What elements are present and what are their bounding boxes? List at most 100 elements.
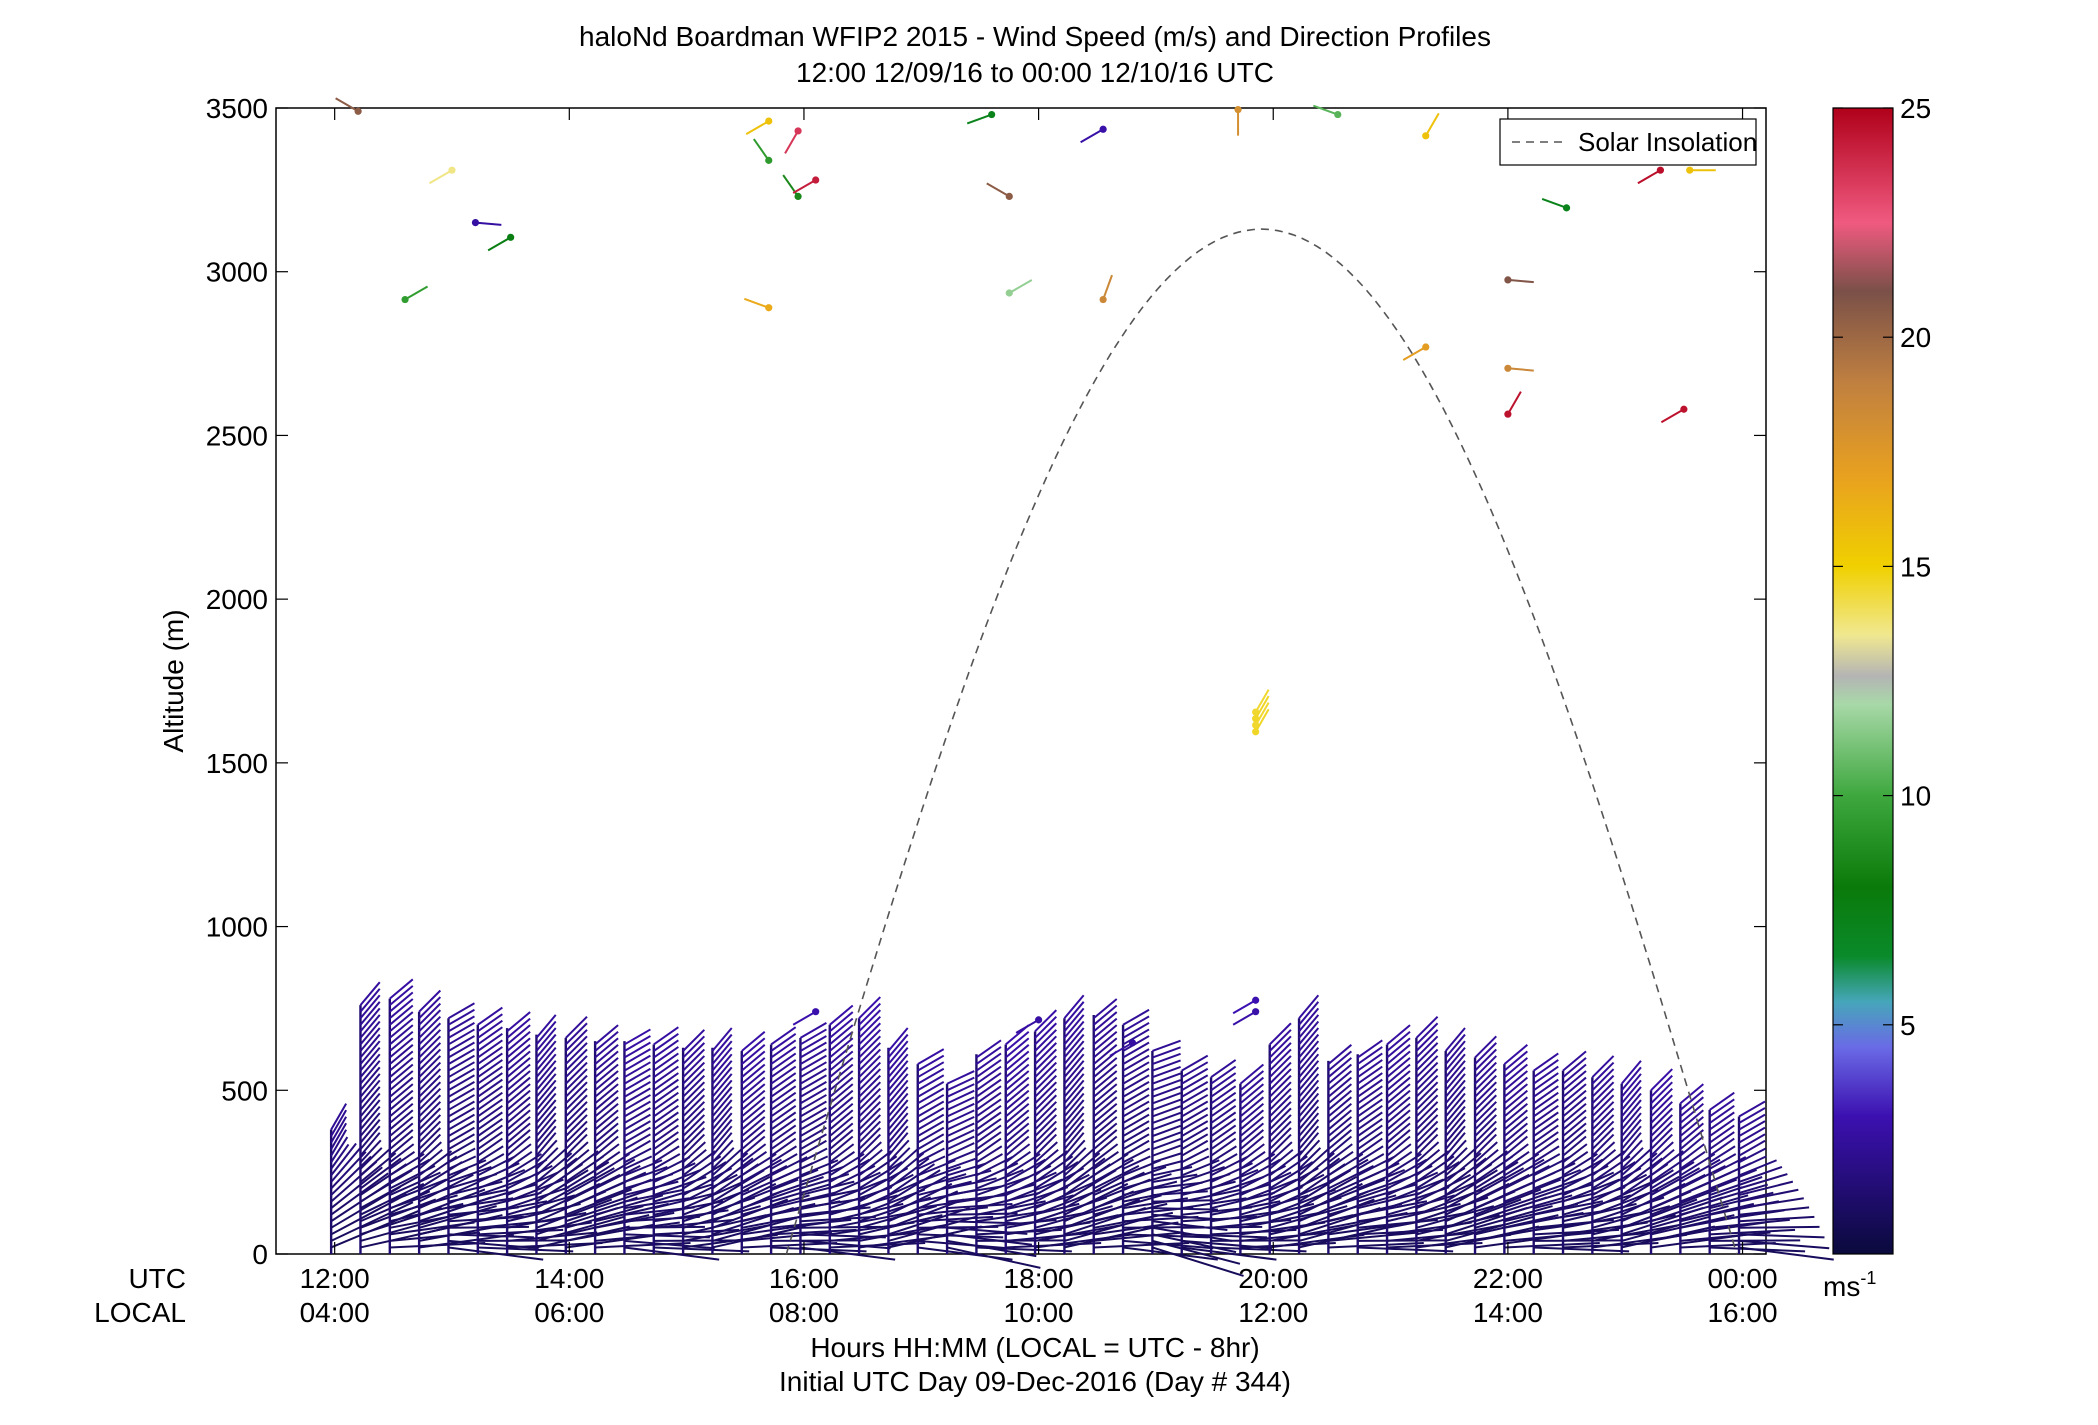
profile-barb <box>418 989 442 1013</box>
profile-barb <box>858 1048 882 1072</box>
profile-barb <box>330 1142 357 1177</box>
y-tick-label: 2000 <box>206 584 268 615</box>
profile-barb <box>1034 1223 1125 1242</box>
profile-barb <box>1005 1037 1030 1059</box>
profile-barb <box>1415 1029 1439 1052</box>
profile-column <box>564 1015 661 1254</box>
upper-barb-dot <box>1252 728 1260 736</box>
profile-barb <box>1328 1194 1397 1216</box>
profile-barb <box>1239 1083 1265 1105</box>
profile-barb <box>1444 1047 1466 1072</box>
profile-barb <box>1122 1100 1150 1118</box>
profile-barb <box>1152 1098 1181 1111</box>
profile-barb <box>1474 1133 1497 1157</box>
profile-barb <box>1298 1125 1320 1150</box>
profile-barb <box>1181 1147 1209 1164</box>
profile-barb <box>1679 1143 1705 1164</box>
profile-barb <box>506 1109 531 1131</box>
profile-barb <box>1709 1105 1735 1124</box>
profile-barb <box>1503 1135 1528 1157</box>
profile-barb <box>565 1114 588 1137</box>
profile-barb <box>359 1086 381 1111</box>
profile-barb <box>1298 994 1320 1019</box>
profile-barb <box>448 1233 534 1239</box>
profile-barb <box>535 1147 559 1170</box>
profile-barb <box>447 1107 475 1124</box>
profile-barb <box>1620 1086 1642 1111</box>
profile-barb <box>1210 1209 1286 1223</box>
profile-barb <box>1152 1160 1182 1170</box>
profile-barb <box>917 1074 945 1092</box>
profile-barb <box>682 1081 706 1105</box>
profile-barb <box>1063 994 1085 1019</box>
profile-barb <box>653 1246 750 1253</box>
profile-barb <box>1181 1197 1247 1210</box>
profile-barb <box>1591 1150 1626 1177</box>
profile-barb <box>418 1101 442 1124</box>
y-tick-label: 3500 <box>206 93 268 124</box>
profile-barb <box>1327 1063 1353 1085</box>
x-tick-label-utc: 00:00 <box>1707 1263 1777 1294</box>
profile-barb <box>536 1216 624 1242</box>
profile-barb <box>1122 1180 1178 1197</box>
profile-barb <box>1533 1091 1559 1111</box>
profile-barb <box>1533 1209 1609 1223</box>
profile-barb <box>1503 1150 1530 1170</box>
profile-barb <box>594 1186 658 1210</box>
profile-barb <box>447 1022 475 1039</box>
profile-column <box>1444 1027 1540 1254</box>
profile-barb <box>1327 1135 1353 1157</box>
profile-barb <box>799 1022 827 1039</box>
profile-barb <box>623 1107 651 1124</box>
profile-barb <box>1504 1231 1595 1242</box>
profile-barb <box>1650 1088 1673 1111</box>
profile-barb <box>1562 1122 1587 1144</box>
profile-barb <box>1298 1027 1320 1052</box>
profile-barb <box>1533 1085 1559 1105</box>
profile-barb <box>800 1246 896 1261</box>
profile-barb <box>594 1194 664 1216</box>
profile-barb <box>741 1050 766 1072</box>
profile-barb <box>1269 1120 1292 1144</box>
profile-barb <box>418 1009 442 1033</box>
profile-barb <box>1034 1173 1090 1203</box>
profile-barb <box>1620 1060 1642 1085</box>
profile-barb <box>1650 1127 1673 1150</box>
profile-barb <box>1357 1046 1383 1065</box>
profile-barb <box>799 1139 827 1157</box>
profile-barb <box>1327 1050 1353 1072</box>
profile-barb <box>1738 1215 1815 1223</box>
profile-barb <box>359 1099 381 1124</box>
profile-barb <box>506 1030 531 1052</box>
profile-barb <box>1152 1046 1181 1059</box>
profile-barb <box>1357 1137 1383 1157</box>
profile-barb <box>1415 1101 1439 1124</box>
profile-column <box>593 1024 691 1254</box>
profile-barb <box>1650 1081 1673 1105</box>
profile-barb <box>565 1055 588 1078</box>
profile-barb <box>1269 1161 1314 1190</box>
profile-barb <box>1327 1083 1353 1105</box>
profile-barb <box>418 1107 442 1131</box>
profile-barb <box>1620 1105 1642 1131</box>
profile-barb <box>1181 1054 1209 1072</box>
profile-barb <box>1152 1173 1198 1183</box>
profile-barb <box>1679 1158 1721 1183</box>
profile-barb <box>1269 1088 1292 1111</box>
profile-barb <box>1298 1020 1320 1046</box>
profile-barb <box>1005 1194 1074 1216</box>
profile-barb <box>1386 1037 1411 1059</box>
upper-barb <box>1232 1010 1257 1026</box>
profile-barb <box>389 1096 414 1118</box>
profile-barb <box>1650 1068 1673 1091</box>
profile-barb <box>917 1054 945 1072</box>
profile-barb <box>594 1050 619 1072</box>
profile-barb <box>359 1020 381 1046</box>
profile-barb <box>1386 1116 1411 1137</box>
profile-barb <box>1093 1089 1118 1111</box>
profile-barb <box>1005 1211 1086 1229</box>
profile-column <box>1591 1055 1688 1254</box>
profile-barb <box>1591 1161 1636 1190</box>
y-tick-label: 500 <box>221 1075 268 1106</box>
profile-barb <box>535 1033 557 1059</box>
